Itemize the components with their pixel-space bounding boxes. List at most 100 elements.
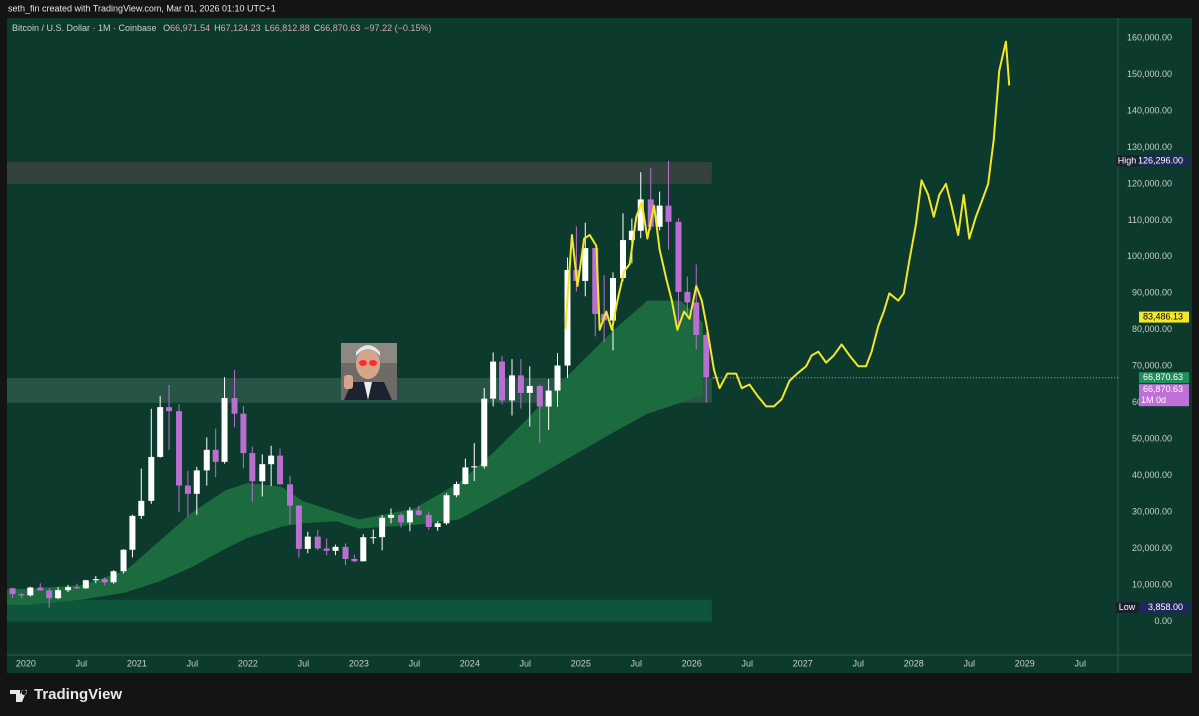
legend-key: O (163, 23, 170, 33)
candle-body (453, 484, 460, 496)
candle-body (92, 579, 99, 581)
candle-body (684, 291, 691, 303)
y-tick-label: 80,000.00 (1132, 324, 1172, 334)
candle-body (647, 199, 654, 227)
candle-body (148, 456, 155, 501)
price-badge (1139, 384, 1189, 407)
x-tick-label: Jul (742, 658, 754, 668)
candle-body (592, 248, 599, 314)
y-tick-label: 140,000.00 (1127, 105, 1172, 115)
candle-body (665, 205, 672, 222)
x-tick-label: 2024 (460, 658, 480, 668)
x-tick-label: 2028 (904, 658, 924, 668)
candle-body (249, 453, 256, 482)
y-tick-label: 160,000.00 (1127, 32, 1172, 42)
candle-body (129, 515, 136, 550)
x-tick-label: 2029 (1015, 658, 1035, 668)
y-tick-label: 70,000.00 (1132, 361, 1172, 371)
candle-body (323, 548, 330, 551)
legend-symbol: Bitcoin / U.S. Dollar · 1M · Coinbase (12, 23, 157, 33)
candle-body (37, 587, 44, 591)
candle-body (471, 466, 478, 468)
candle-body (415, 510, 422, 516)
candle-body (101, 579, 108, 583)
candle-body (406, 510, 413, 523)
legend-value: 66,812.88 (270, 23, 310, 33)
legend-value: 66,971.54 (170, 23, 210, 33)
candle-body (342, 546, 349, 559)
price-badge-sub: 1M 0d (1141, 395, 1166, 405)
candle-body (388, 514, 395, 518)
credit: seth_fin created with TradingView.com, M… (8, 3, 276, 13)
candle-body (295, 505, 302, 549)
candle-body (304, 536, 311, 549)
candle-body (176, 411, 183, 486)
candle-body (120, 549, 127, 572)
legend-value: 66,870.63 (320, 23, 360, 33)
x-tick-label: 2027 (793, 658, 813, 668)
candle-body (27, 587, 34, 596)
x-tick-label: Jul (520, 658, 532, 668)
candle-body (462, 467, 469, 485)
y-tick-label: 40,000.00 (1132, 470, 1172, 480)
price-badge-label: 66,870.63 (1143, 372, 1183, 382)
candle-body (693, 302, 700, 335)
y-tick-label: 150,000.00 (1127, 69, 1172, 79)
candle-body (526, 385, 533, 393)
candle-body (332, 546, 339, 551)
candle-body (619, 240, 626, 279)
x-tick-label: Jul (631, 658, 643, 668)
candle-body (656, 205, 663, 227)
projection-line (564, 40, 1011, 408)
candle-body (231, 398, 238, 414)
candle-body (610, 278, 616, 321)
x-tick-label: Jul (853, 658, 865, 668)
price-badge-label: 126,296.00 (1138, 155, 1183, 165)
candle-body (564, 269, 571, 366)
ma-band (7, 300, 703, 606)
candle-body (434, 523, 441, 528)
candle-body (398, 514, 405, 523)
candle-body (675, 221, 682, 292)
candle-body (637, 199, 644, 231)
y-tick-label: 130,000.00 (1127, 142, 1172, 152)
candle-body (221, 398, 228, 462)
candle-body (360, 537, 367, 562)
candle-body (73, 587, 80, 589)
y-tick-label: 110,000.00 (1128, 215, 1172, 225)
brand-name: TradingView (34, 686, 122, 703)
y-tick-label: 30,000.00 (1132, 507, 1172, 517)
y-tick-label: 0.00 (1154, 616, 1172, 626)
badge-tag-bg (1116, 155, 1139, 167)
candle-body (370, 537, 377, 539)
candle-body (554, 365, 561, 391)
candle-body (240, 413, 247, 454)
candle-body (545, 390, 552, 407)
x-tick-label: 2021 (127, 658, 147, 668)
badge-tag: Low (1119, 602, 1136, 612)
candle-body (277, 455, 284, 485)
legend-key: H (214, 23, 221, 33)
x-tick-label: Jul (298, 658, 310, 668)
x-tick-label: 2023 (349, 658, 369, 668)
y-tick-label: 50,000.00 (1132, 434, 1172, 444)
legend-value: 67,124.23 (221, 23, 261, 33)
y-tick-label: 100,000.00 (1127, 251, 1172, 261)
candle-body (110, 571, 117, 583)
x-tick-label: Jul (76, 658, 88, 668)
candle-body (499, 361, 506, 401)
candle-body (287, 484, 294, 506)
price-badge-label: 66,870.63 (1143, 384, 1183, 394)
candle-body (18, 594, 25, 596)
badge-tag-bg (1116, 602, 1139, 614)
x-tick-label: 2020 (16, 658, 36, 668)
candle-body (193, 470, 200, 494)
brand: TradingView (10, 686, 122, 703)
candle-body (203, 449, 210, 471)
price-badge (1139, 602, 1189, 614)
price-badge (1139, 155, 1189, 167)
x-tick-label: 2025 (571, 658, 591, 668)
candle-body (157, 407, 164, 457)
candle-body (536, 385, 543, 407)
